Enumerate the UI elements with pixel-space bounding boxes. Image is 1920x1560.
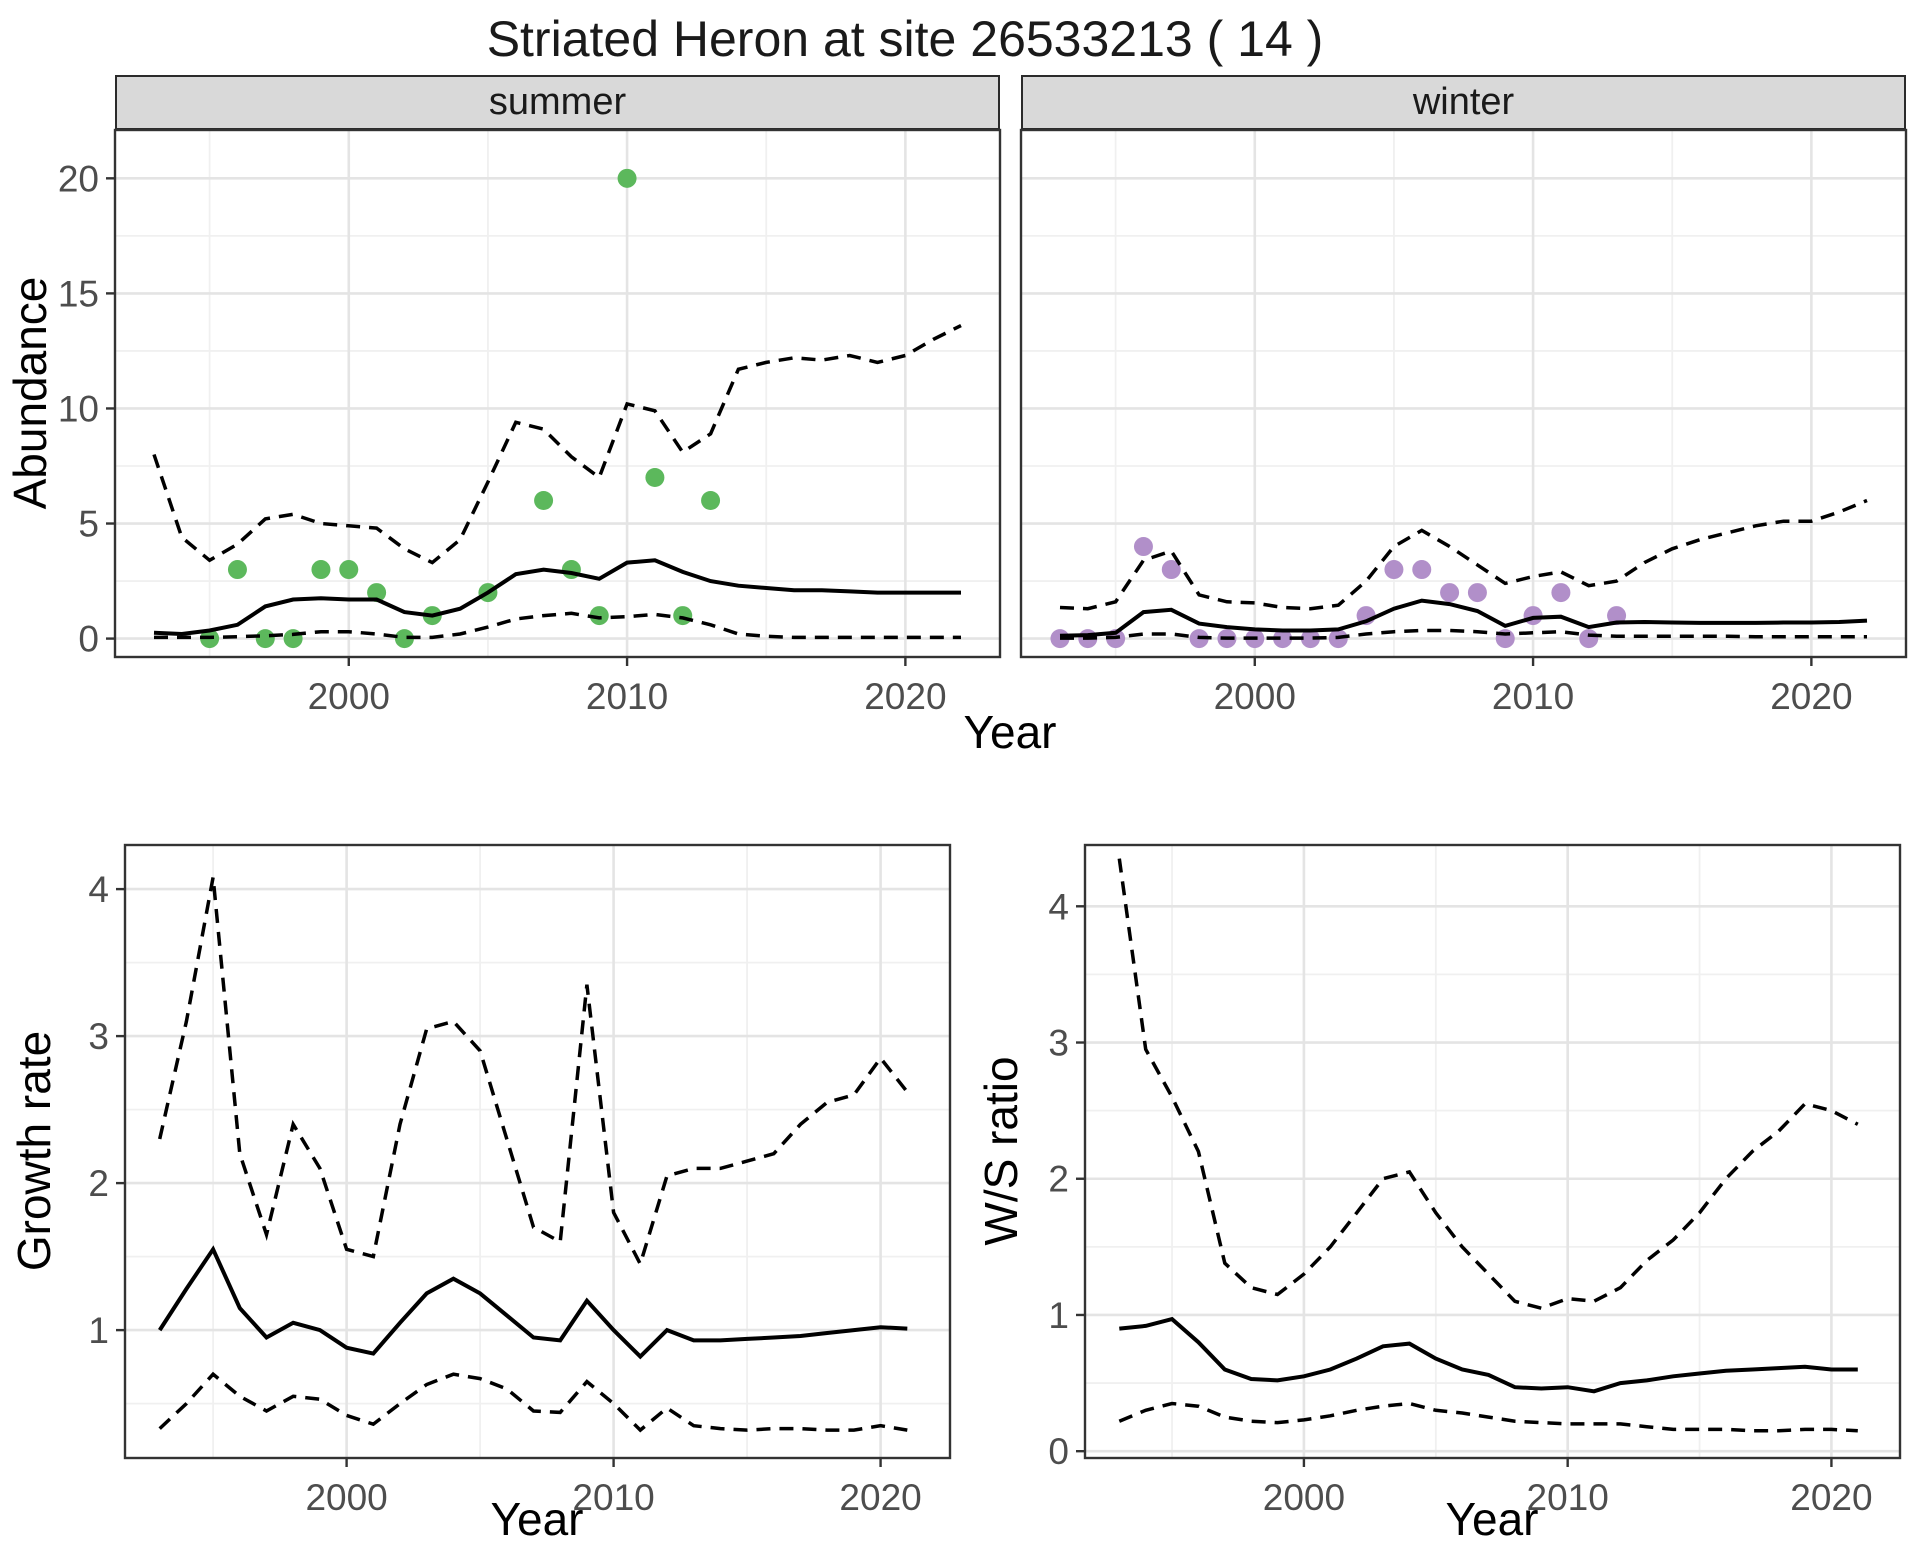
- ws-ratio-lower_ci-line: [1118, 1401, 1858, 1433]
- abundance-summer-data-point: [367, 583, 387, 603]
- abundance-summer-data-point: [283, 629, 303, 649]
- x-tick-label: 2010: [1492, 676, 1574, 717]
- ws-ratio-upper_ci-line: [1117, 858, 1859, 1311]
- x-tick-label: 2020: [839, 1477, 921, 1518]
- abundance-winter-upper_ci-line: [1059, 498, 1868, 611]
- abundance-summer-data-point: [255, 629, 275, 649]
- y-tick-label: 2: [1048, 1159, 1069, 1200]
- abundance-winter-data-point: [1133, 537, 1153, 557]
- abundance-winter-data-point: [1300, 629, 1320, 649]
- abundance-summer-data-point: [227, 560, 247, 580]
- abundance-winter-lower_ci-line: [1060, 628, 1867, 640]
- growth-rate-panel-bg: [125, 845, 950, 1458]
- abundance-summer-data-point: [701, 491, 721, 511]
- ws-ratio-panel-bg: [1085, 845, 1900, 1458]
- growth-rate-lower_ci-line: [158, 1371, 908, 1433]
- ws-ratio-panel-border: [1083, 843, 1902, 1460]
- x-tick-label: 2020: [1790, 1477, 1872, 1518]
- facet-strip-summer: summer: [115, 75, 1000, 130]
- abundance-summer-data-point: [339, 560, 359, 580]
- x-tick-label: 2020: [1770, 676, 1852, 717]
- x-axis-title-year-top: Year: [963, 706, 1057, 758]
- abundance-winter-data-point: [1579, 629, 1599, 649]
- growth-rate-median-line: [158, 1245, 908, 1360]
- abundance-winter-data-point: [1551, 583, 1571, 603]
- abundance-winter-data-point: [1273, 629, 1293, 649]
- abundance-winter-data-point: [1607, 606, 1627, 626]
- x-tick-label: 2010: [572, 1477, 654, 1518]
- y-tick-label: 5: [78, 504, 99, 545]
- x-axis-title-year-growth: Year: [490, 1493, 584, 1545]
- abundance-winter-data-point: [1523, 606, 1543, 626]
- x-tick-label: 2010: [586, 676, 668, 717]
- y-tick-label: 15: [58, 273, 99, 314]
- abundance-winter-panel-bg: [1021, 130, 1906, 657]
- growth-rate-upper_ci-line: [157, 876, 909, 1269]
- x-tick-label: 2000: [308, 676, 390, 717]
- abundance-summer-panel-bg: [115, 130, 1000, 657]
- abundance-winter-data-point: [1384, 560, 1404, 580]
- abundance-summer-data-point: [617, 168, 637, 188]
- y-tick-label: 0: [78, 619, 99, 660]
- abundance-summer-data-point: [645, 467, 665, 487]
- abundance-summer-data-point: [394, 629, 414, 649]
- abundance-summer-data-point: [589, 606, 609, 626]
- abundance-winter-median-line: [1059, 598, 1868, 638]
- abundance-winter-data-point: [1467, 583, 1487, 603]
- abundance-summer-data-point: [673, 606, 693, 626]
- y-tick-label: 1: [1048, 1295, 1069, 1336]
- y-axis-title-growth-rate: Growth rate: [8, 1030, 60, 1272]
- abundance-summer-data-point: [534, 491, 554, 511]
- abundance-summer-panel-border: [113, 128, 1002, 659]
- y-tick-label: 3: [1048, 1023, 1069, 1064]
- abundance-winter-chart: 2000 2010 2020: [1019, 128, 1908, 717]
- y-tick-label: 3: [88, 1016, 109, 1057]
- abundance-summer-chart: 2000 2010 2020 0 5 10 15 20: [58, 128, 1002, 717]
- abundance-summer-lower_ci-line: [154, 611, 961, 640]
- abundance-winter-data-point: [1440, 583, 1460, 603]
- y-tick-label: 4: [88, 869, 109, 910]
- y-tick-label: 1: [88, 1310, 109, 1351]
- x-tick-label: 2020: [864, 676, 946, 717]
- y-tick-label: 4: [1048, 886, 1069, 927]
- facet-strip-summer-label: summer: [488, 81, 627, 123]
- x-tick-label: 2000: [305, 1477, 387, 1518]
- y-tick-label: 2: [88, 1163, 109, 1204]
- growth-rate-panel-border: [123, 843, 952, 1460]
- y-tick-label: 10: [58, 388, 99, 429]
- ws-ratio-median-line: [1119, 1316, 1858, 1394]
- x-tick-label: 2000: [1263, 1477, 1345, 1518]
- x-axis-title-year-ws: Year: [1445, 1493, 1539, 1545]
- y-tick-label: 0: [1048, 1431, 1069, 1472]
- facet-strip-winter: winter: [1021, 75, 1906, 130]
- figure-title: Striated Heron at site 26533213 ( 14 ): [486, 11, 1324, 67]
- abundance-summer-upper_ci-line: [152, 324, 962, 565]
- y-tick-label: 20: [58, 158, 99, 199]
- x-tick-label: 2010: [1527, 1477, 1609, 1518]
- x-tick-label: 2000: [1214, 676, 1296, 717]
- ws-ratio-chart: 2000 2010 2020 0 1 2 3 4: [1048, 843, 1902, 1518]
- facet-strip-winter-label: winter: [1412, 81, 1515, 123]
- abundance-winter-data-point: [1161, 560, 1181, 580]
- growth-rate-chart: 2000 2010 2020 1 2 3 4: [88, 843, 952, 1518]
- abundance-winter-data-point: [1412, 560, 1432, 580]
- abundance-summer-median-line: [153, 558, 961, 637]
- abundance-winter-panel-border: [1019, 128, 1908, 659]
- abundance-summer-data-point: [311, 560, 331, 580]
